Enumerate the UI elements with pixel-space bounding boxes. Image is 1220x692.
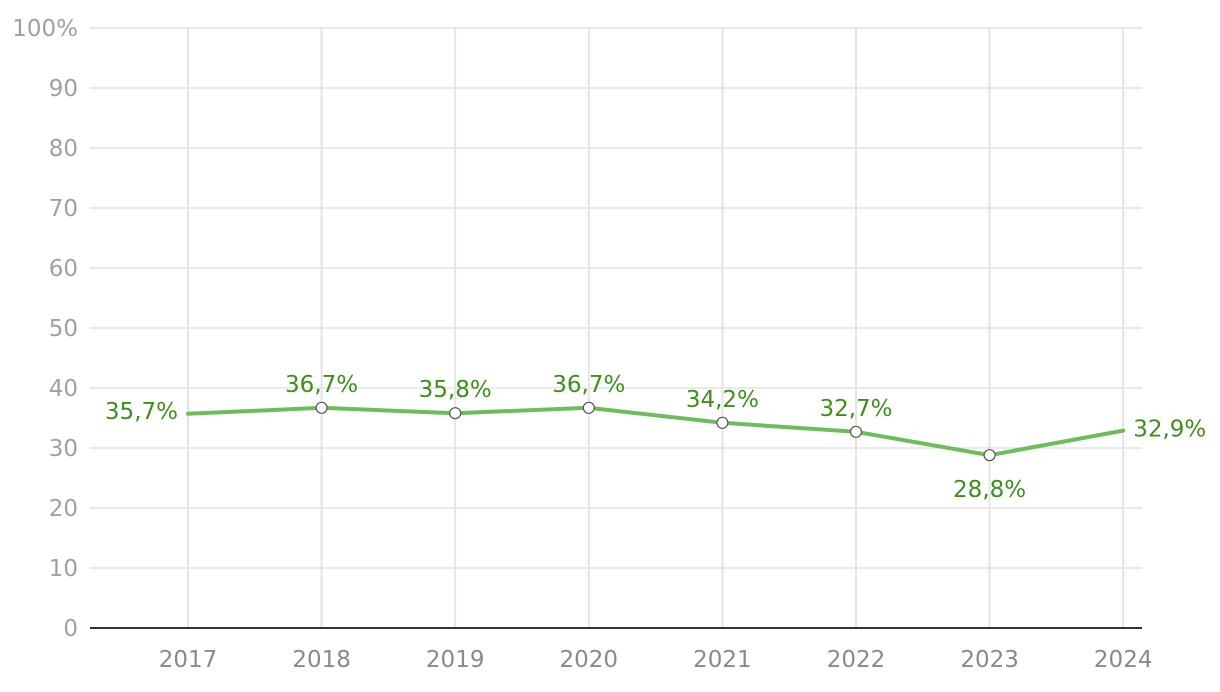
y-axis: 0 10 20 30 40 50 60 70 80 90 100% bbox=[12, 16, 78, 642]
x-tick-label: 2020 bbox=[560, 647, 619, 673]
data-label: 36,7% bbox=[285, 372, 358, 398]
y-tick-label: 50 bbox=[49, 316, 78, 342]
grid bbox=[90, 27, 1142, 628]
x-tick-label: 2017 bbox=[159, 647, 218, 673]
y-tick-label: 80 bbox=[49, 136, 78, 162]
data-label: 34,2% bbox=[686, 387, 759, 413]
x-tick-label: 2019 bbox=[426, 647, 485, 673]
data-label: 36,7% bbox=[552, 372, 625, 398]
y-tick-label: 90 bbox=[49, 76, 78, 102]
y-tick-label: 100% bbox=[12, 16, 78, 42]
y-tick-label: 10 bbox=[49, 556, 78, 582]
data-point-marker bbox=[849, 425, 863, 438]
data-label: 28,8% bbox=[953, 477, 1026, 503]
data-label: 35,7% bbox=[105, 399, 178, 425]
x-tick-label: 2018 bbox=[292, 647, 351, 673]
x-axis: 2017 2018 2019 2020 2021 2022 2023 2024 bbox=[90, 627, 1153, 673]
data-label: 32,7% bbox=[819, 396, 892, 422]
data-point-marker bbox=[449, 407, 462, 420]
x-tick-label: 2024 bbox=[1094, 647, 1153, 673]
y-tick-label: 40 bbox=[49, 376, 78, 402]
data-label: 32,9% bbox=[1133, 417, 1206, 443]
y-tick-label: 30 bbox=[49, 436, 78, 462]
y-tick-label: 0 bbox=[63, 616, 78, 642]
data-point-marker bbox=[582, 401, 595, 414]
data-point-marker bbox=[983, 449, 996, 462]
y-tick-label: 60 bbox=[49, 256, 78, 282]
x-tick-label: 2022 bbox=[827, 647, 886, 673]
data-point-marker bbox=[315, 401, 328, 414]
data-point-marker bbox=[716, 416, 729, 429]
series-layer: 35,7% 36,7% 35,8% 36,7% 34,2% 32,7% 28,8% 32,9% bbox=[105, 372, 1206, 503]
x-tick-label: 2023 bbox=[960, 647, 1019, 673]
series-line bbox=[186, 405, 1126, 458]
y-tick-label: 20 bbox=[49, 496, 78, 522]
data-label: 35,8% bbox=[419, 377, 492, 403]
y-tick-label: 70 bbox=[49, 196, 78, 222]
x-tick-label: 2021 bbox=[693, 647, 752, 673]
